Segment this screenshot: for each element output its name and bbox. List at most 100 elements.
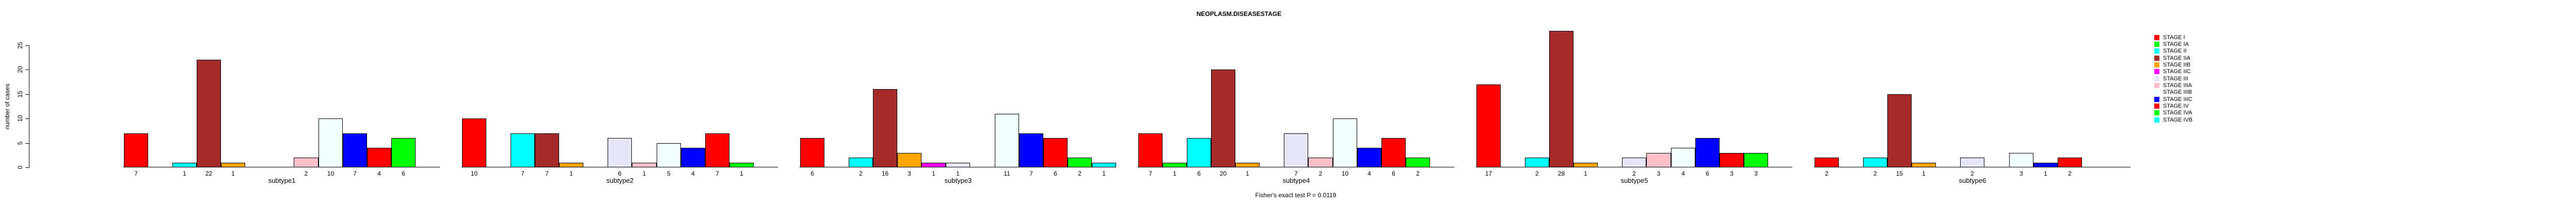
y-tick-label: 25 bbox=[17, 42, 24, 49]
bar-stage-iv bbox=[705, 133, 729, 167]
y-tick-mark bbox=[25, 118, 29, 119]
legend-swatch bbox=[2154, 42, 2159, 47]
bar-stage-iib bbox=[1573, 163, 1598, 167]
bar-value-label: 2 bbox=[1318, 170, 1323, 177]
bar-stage-i bbox=[800, 138, 824, 167]
bar-value-label: 6 bbox=[402, 170, 405, 177]
bar-stage-iiic bbox=[681, 148, 705, 167]
bar-value-label: 4 bbox=[377, 170, 381, 177]
bar-value-label: 17 bbox=[1485, 170, 1492, 177]
bar-stage-ii bbox=[1863, 158, 1887, 167]
bar-value-label: 4 bbox=[1681, 170, 1685, 177]
bar-value-label: 1 bbox=[1173, 170, 1176, 177]
legend-item-label: STAGE IA bbox=[2163, 41, 2189, 47]
legend-swatch bbox=[2154, 90, 2159, 95]
bar-value-label: 7 bbox=[715, 170, 719, 177]
bar-stage-iia bbox=[535, 133, 559, 167]
bar-value-label: 7 bbox=[1029, 170, 1033, 177]
legend-swatch bbox=[2154, 110, 2159, 115]
bar-stage-i bbox=[462, 118, 486, 167]
y-tick-mark bbox=[25, 45, 29, 46]
bar-stage-iv bbox=[367, 148, 391, 167]
bar-stage-iii bbox=[1960, 158, 1984, 167]
bar-stage-iiic bbox=[1695, 138, 1720, 167]
group-label: subtype3 bbox=[944, 177, 972, 184]
bar-value-label: 1 bbox=[1246, 170, 1249, 177]
bar-stage-iii bbox=[1622, 158, 1646, 167]
legend-item-label: STAGE IIIA bbox=[2163, 82, 2192, 89]
bar-value-label: 10 bbox=[327, 170, 335, 177]
legend-swatch bbox=[2154, 104, 2159, 109]
y-tick-label: 5 bbox=[17, 141, 24, 145]
bar-value-label: 7 bbox=[353, 170, 357, 177]
bar-stage-iib bbox=[221, 163, 245, 167]
bar-stage-ii bbox=[1525, 158, 1549, 167]
bar-value-label: 7 bbox=[134, 170, 138, 177]
bar-stage-ia bbox=[1163, 163, 1187, 167]
group-label: subtype4 bbox=[1282, 177, 1310, 184]
bar-stage-iiib bbox=[995, 114, 1019, 167]
legend-item-label: STAGE I bbox=[2163, 35, 2185, 41]
legend-swatch bbox=[2154, 48, 2159, 54]
y-tick-mark bbox=[25, 94, 29, 95]
bar-stage-i bbox=[1476, 84, 1501, 167]
bar-stage-iiia bbox=[1646, 153, 1671, 167]
bar-value-label: 1 bbox=[2044, 170, 2047, 177]
bar-stage-iib bbox=[559, 163, 583, 167]
bar-value-label: 28 bbox=[1557, 170, 1565, 177]
y-tick-label: 10 bbox=[17, 115, 24, 122]
bar-value-label: 3 bbox=[2020, 170, 2023, 177]
bar-value-label: 2 bbox=[1632, 170, 1636, 177]
bar-value-label: 11 bbox=[1004, 170, 1010, 177]
legend-item-label: STAGE IIA bbox=[2163, 55, 2190, 61]
bar-stage-iva bbox=[391, 138, 416, 167]
bar-stage-ii bbox=[1187, 138, 1211, 167]
legend-item-label: STAGE IVA bbox=[2163, 110, 2192, 116]
legend-swatch bbox=[2154, 83, 2159, 88]
bar-value-label: 2 bbox=[1970, 170, 1974, 177]
bar-value-label: 3 bbox=[1657, 170, 1661, 177]
bar-stage-iva bbox=[1406, 158, 1430, 167]
y-tick-label: 20 bbox=[17, 66, 24, 73]
bar-value-label: 6 bbox=[1706, 170, 1709, 177]
bar-value-label: 6 bbox=[810, 170, 814, 177]
legend-swatch bbox=[2154, 56, 2159, 61]
bar-stage-ii bbox=[511, 133, 535, 167]
bar-stage-iii bbox=[946, 163, 970, 167]
group-label: subtype5 bbox=[1620, 177, 1648, 184]
bar-stage-iv bbox=[1381, 138, 1406, 167]
bar-value-label: 2 bbox=[2068, 170, 2072, 177]
bar-stage-iia bbox=[873, 89, 897, 167]
group-label: subtype1 bbox=[268, 177, 296, 184]
bar-stage-iia bbox=[1211, 70, 1235, 167]
bar-value-label: 22 bbox=[205, 170, 213, 177]
bar-value-label: 15 bbox=[1896, 170, 1903, 177]
bar-value-label: 2 bbox=[1873, 170, 1877, 177]
bar-stage-i bbox=[1815, 158, 1839, 167]
bar-value-label: 1 bbox=[932, 170, 935, 177]
bar-value-label: 1 bbox=[569, 170, 573, 177]
group-label: subtype6 bbox=[1959, 177, 1986, 184]
legend-swatch bbox=[2154, 97, 2159, 102]
bar-value-label: 7 bbox=[521, 170, 524, 177]
bar-stage-iiic bbox=[2033, 163, 2058, 167]
y-tick-mark bbox=[25, 167, 29, 168]
bar-value-label: 10 bbox=[470, 170, 478, 177]
bar-stage-ivb bbox=[1092, 163, 1116, 167]
bar-value-label: 6 bbox=[1197, 170, 1201, 177]
legend-item-label: STAGE IIIC bbox=[2163, 96, 2192, 102]
bar-value-label: 7 bbox=[545, 170, 549, 177]
bar-value-label: 10 bbox=[1341, 170, 1349, 177]
bar-value-label: 4 bbox=[1367, 170, 1371, 177]
bar-value-label: 2 bbox=[1078, 170, 1082, 177]
bar-stage-iv bbox=[2058, 158, 2082, 167]
legend-item-label: STAGE IIB bbox=[2163, 62, 2190, 68]
bar-value-label: 2 bbox=[1825, 170, 1828, 177]
bar-value-label: 20 bbox=[1219, 170, 1227, 177]
bar-value-label: 1 bbox=[1102, 170, 1106, 177]
bar-stage-iiib bbox=[319, 118, 343, 167]
bar-stage-iiia bbox=[1308, 158, 1333, 167]
bar-stage-i bbox=[1138, 133, 1163, 167]
bar-value-label: 3 bbox=[908, 170, 911, 177]
caption: Fisher's exact test P = 0.0119 bbox=[1255, 192, 1337, 199]
